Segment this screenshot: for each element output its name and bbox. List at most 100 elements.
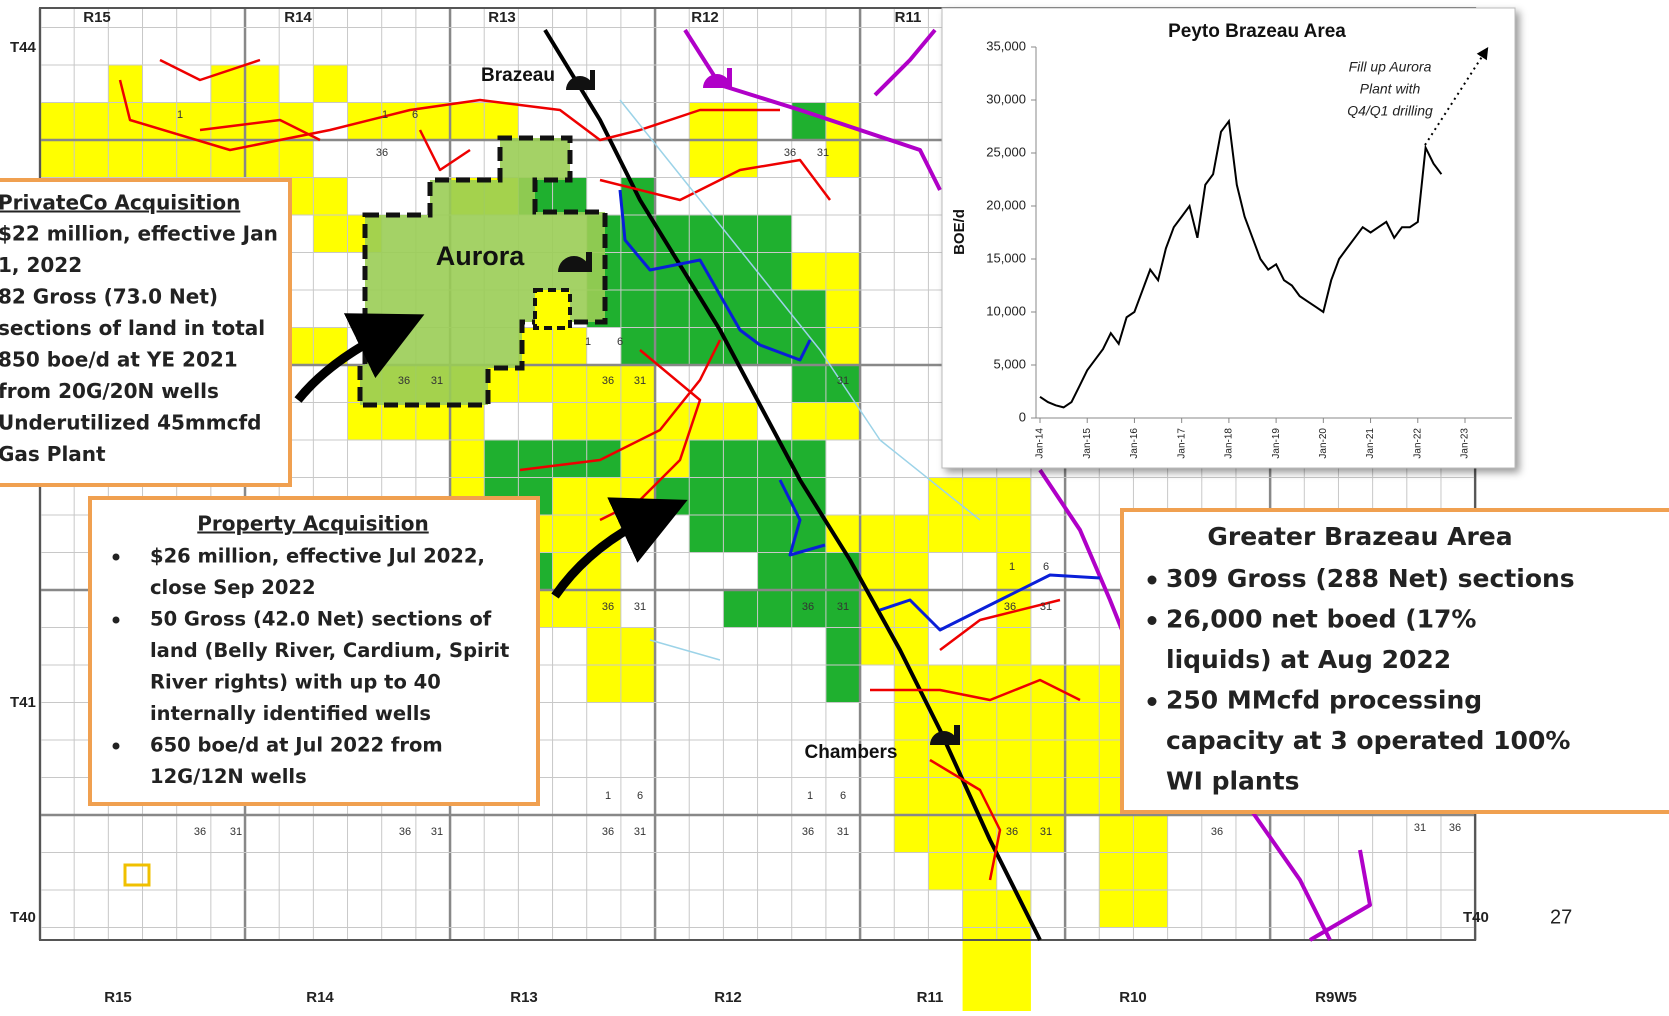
x-tick-label: Jan-23: [1460, 428, 1471, 459]
inset-chart: Peyto Brazeau Area BOE/d 05,00010,00015,…: [942, 8, 1515, 468]
callout-text: 250 MMcfd processing: [1166, 686, 1482, 715]
section-number: 1: [807, 790, 813, 802]
x-tick-label: Jan-22: [1412, 428, 1423, 459]
section-number: 1: [605, 790, 611, 802]
page-number: 27: [1550, 906, 1572, 928]
y-tick-label: 20,000: [986, 197, 1026, 212]
range-label: R14: [306, 989, 334, 1006]
range-label: R13: [488, 9, 516, 26]
annotation: Fill up Aurora: [1349, 59, 1432, 75]
place-label: Aurora: [436, 241, 525, 271]
range-label: R12: [714, 989, 742, 1006]
section-number: 36: [602, 601, 614, 613]
section-number: 6: [412, 109, 418, 121]
callout-text: 309 Gross (288 Net) sections: [1166, 564, 1575, 593]
x-tick-label: Jan-17: [1176, 428, 1187, 459]
section-number: 36: [602, 375, 614, 387]
range-label: R11: [917, 989, 944, 1006]
section-number: 36: [602, 826, 614, 838]
x-tick-label: Jan-18: [1224, 428, 1235, 459]
annotation: Plant with: [1360, 81, 1421, 97]
lease-cell: [655, 478, 689, 516]
section-number: 6: [840, 790, 846, 802]
township-label: T40: [1463, 909, 1489, 926]
y-tick-label: 35,000: [986, 38, 1026, 53]
range-label: R15: [104, 989, 132, 1006]
section-number: 31: [634, 375, 646, 387]
range-label: R9W5: [1315, 989, 1357, 1006]
y-tick-label: 15,000: [986, 250, 1026, 265]
range-label: R11: [895, 9, 922, 26]
section-number: 36: [1211, 826, 1223, 838]
page: {"map": { "range_labels_top": ["R15", "R…: [0, 0, 1669, 1011]
bullet: [1148, 697, 1157, 706]
section-number: 36: [399, 826, 411, 838]
x-tick-label: Jan-16: [1129, 428, 1140, 459]
township-label: T40: [10, 909, 36, 926]
bullet: [113, 617, 120, 624]
callout-text: internally identified wells: [150, 702, 431, 725]
y-axis-label: BOE/d: [951, 209, 968, 255]
section-number: 6: [637, 790, 643, 802]
section-number: 1: [382, 109, 388, 121]
section-number: 31: [817, 147, 829, 159]
callout-text: 1, 2022: [0, 253, 82, 277]
lease-cell: [313, 65, 347, 103]
y-tick-label: 0: [1019, 409, 1026, 424]
callout-text: liquids) at Aug 2022: [1166, 645, 1451, 674]
callout-text: 12G/12N wells: [150, 765, 307, 788]
lease-cell: [723, 590, 757, 628]
x-tick-label: Jan-19: [1271, 428, 1282, 459]
range-label: R13: [510, 989, 538, 1006]
township-label: T41: [10, 694, 36, 711]
section-number: 1: [585, 336, 591, 348]
section-number: 36: [376, 147, 388, 159]
section-number: 31: [431, 375, 443, 387]
section-number: 6: [617, 336, 623, 348]
slide: R15 R14 R13 R12 R11 R15 R14 R13 R12 R11 …: [0, 0, 1669, 1011]
callout-title: PrivateCo Acquisition: [0, 191, 240, 215]
section-number: 36: [1006, 826, 1018, 838]
x-tick-label: Jan-21: [1365, 428, 1376, 459]
callout-text: capacity at 3 operated 100%: [1166, 726, 1570, 755]
section-number: 36: [784, 147, 796, 159]
section-number: 36: [398, 375, 410, 387]
section-number: 1: [177, 109, 183, 121]
callout-text: 650 boe/d at Jul 2022 from: [150, 734, 443, 757]
chart-frame: [942, 8, 1515, 468]
callout-text: land (Belly River, Cardium, Spirit: [150, 639, 509, 662]
callout-text: $26 million, effective Jul 2022,: [150, 545, 485, 568]
callout-text: 50 Gross (42.0 Net) sections of: [150, 608, 492, 631]
bullet: [1148, 616, 1157, 625]
x-tick-label: Jan-15: [1082, 428, 1093, 459]
callout-title: Greater Brazeau Area: [1207, 522, 1512, 551]
y-tick-label: 5,000: [993, 356, 1026, 371]
section-number: 36: [194, 826, 206, 838]
chart-title: Peyto Brazeau Area: [1168, 21, 1346, 42]
section-number: 31: [837, 601, 849, 613]
place-label: Chambers: [805, 742, 898, 763]
section-number: 31: [634, 601, 646, 613]
range-label: R10: [1119, 989, 1147, 1006]
callout-text: $22 million, effective Jan: [0, 222, 278, 246]
range-label: R15: [83, 9, 111, 26]
callout-text: WI plants: [1166, 767, 1300, 796]
section-number: 31: [1040, 601, 1052, 613]
callout-text: River rights) with up to 40: [150, 671, 441, 694]
bullet: [113, 554, 120, 561]
bullet: [1148, 576, 1157, 585]
section-number: 1: [1009, 561, 1015, 573]
section-number: 31: [230, 826, 242, 838]
section-number: 36: [802, 601, 814, 613]
place-label: Brazeau: [481, 65, 555, 86]
section-number: 6: [1043, 561, 1049, 573]
section-number: 31: [837, 826, 849, 838]
callout-text: close Sep 2022: [150, 576, 316, 599]
township-label: T44: [10, 39, 37, 56]
section-number: 36: [1449, 822, 1461, 834]
callout-text: 26,000 net boed (17%: [1166, 605, 1476, 634]
callout-text: from 20G/20N wells: [0, 379, 219, 403]
callout-text: 82 Gross (73.0 Net): [0, 285, 218, 309]
section-number: 31: [1040, 826, 1052, 838]
callout-text: sections of land in total: [0, 316, 265, 340]
